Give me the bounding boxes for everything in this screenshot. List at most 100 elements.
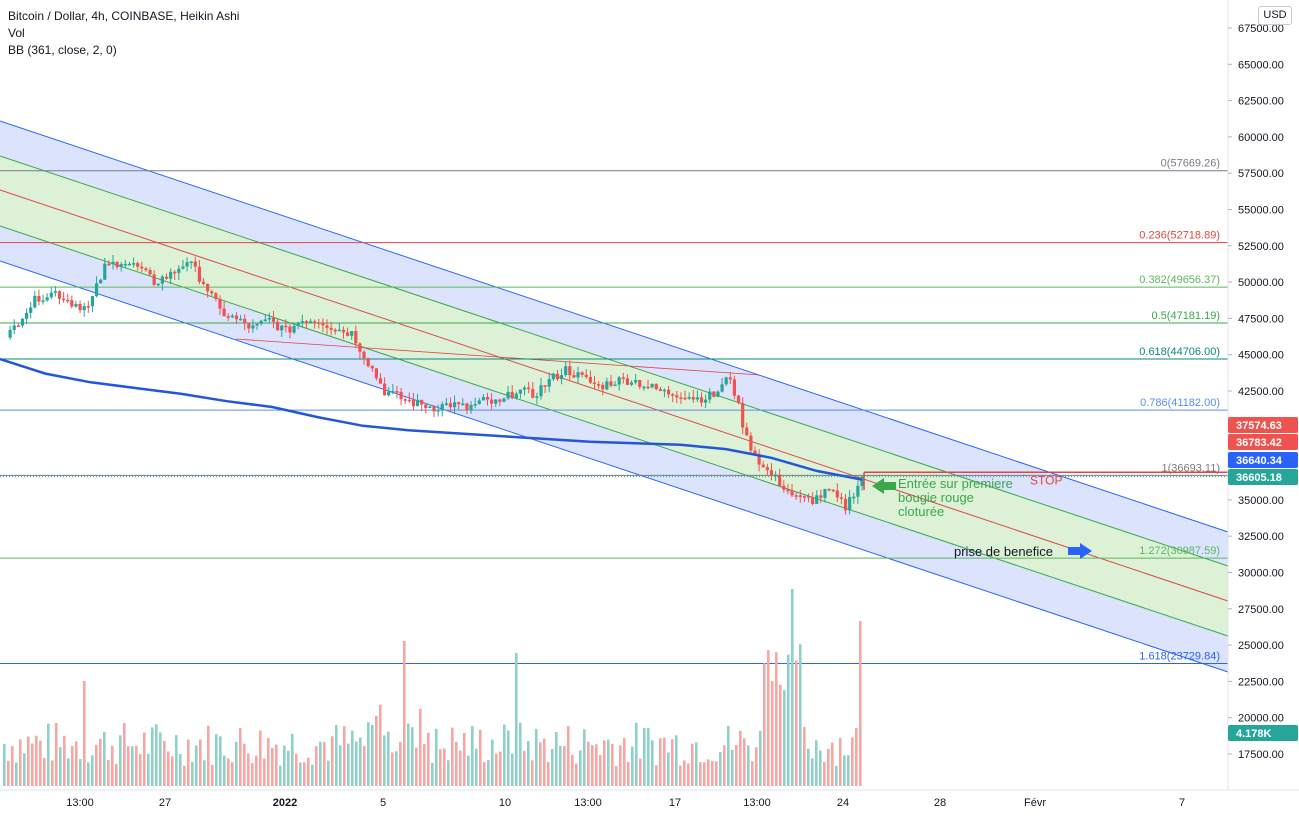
- candle-body: [839, 497, 844, 499]
- candle-body: [436, 410, 440, 412]
- volume-bar: [415, 747, 418, 786]
- volume-bar: [319, 741, 322, 786]
- candle-body: [255, 323, 259, 326]
- candle-body: [415, 399, 420, 407]
- candle-body: [745, 427, 749, 436]
- candle-body: [374, 368, 378, 379]
- volume-bar: [463, 733, 466, 786]
- fib-label: 0.382(49656.37): [1139, 274, 1220, 286]
- volume-bar: [695, 742, 698, 786]
- candle-body: [226, 316, 230, 318]
- bollinger-indicator-label[interactable]: BB (361, close, 2, 0): [8, 43, 117, 57]
- candle-body: [843, 498, 848, 511]
- volume-indicator-label[interactable]: Vol: [8, 26, 25, 40]
- candle-body: [835, 490, 839, 498]
- candle-body: [156, 283, 160, 286]
- volume-bar: [91, 755, 94, 786]
- volume-bar: [251, 763, 254, 786]
- entry-text-1: Entrée sur premiere: [898, 476, 1013, 491]
- candle-body: [428, 406, 432, 409]
- price-tick-label: 50000.00: [1238, 277, 1284, 289]
- candle-body: [94, 283, 99, 297]
- candle-body: [510, 391, 514, 399]
- entry-arrow-icon: [872, 478, 896, 494]
- volume-bar: [63, 735, 66, 786]
- fib-label: 0.236(52718.89): [1139, 230, 1220, 242]
- volume-bar: [455, 741, 458, 786]
- volume-bar: [203, 760, 206, 786]
- volume-bar: [799, 644, 802, 786]
- volume-bar: [647, 727, 650, 786]
- profit-arrow-icon: [1068, 543, 1092, 559]
- time-axis[interactable]: 13:00 27 2022 5 10 13:00 17 13:00 24 28 Févr 7: [0, 789, 1299, 809]
- volume-bar: [407, 723, 410, 786]
- price-tick-label: 32500.00: [1238, 531, 1284, 543]
- volume-bar: [607, 739, 610, 786]
- channel-lower-line: [0, 260, 1229, 673]
- currency-button[interactable]: USD: [1258, 6, 1292, 25]
- volume-bar: [827, 748, 830, 786]
- candle-body: [403, 399, 407, 401]
- candle-body: [543, 385, 547, 387]
- volume-bar: [615, 765, 618, 786]
- volume-bar: [783, 690, 786, 786]
- volume-bar: [83, 681, 86, 786]
- candle-body: [584, 374, 588, 378]
- volume-bar: [583, 729, 586, 786]
- volume-bar: [51, 760, 54, 786]
- candle-body: [559, 375, 564, 380]
- candle-body: [395, 391, 399, 393]
- price-tick-label: 35000.00: [1238, 495, 1284, 507]
- volume-bar: [503, 724, 506, 786]
- volume-bar: [231, 762, 234, 786]
- volume-bar: [263, 758, 266, 786]
- price-tag-label: 4.178K: [1236, 728, 1272, 740]
- volume-bar: [67, 758, 70, 786]
- price-axis[interactable]: 67500.00 65000.00 62500.00 60000.00 57500.00…: [1227, 0, 1284, 790]
- candle-body: [300, 321, 304, 324]
- volume-bar: [199, 739, 202, 786]
- candle-body: [461, 403, 465, 406]
- volume-bar: [563, 746, 566, 786]
- volume-bar: [731, 749, 734, 786]
- candle-body: [45, 297, 49, 301]
- candle-body: [148, 270, 152, 275]
- volume-bar: [331, 736, 334, 786]
- volume-bar: [423, 744, 426, 786]
- price-tick-label: 52500.00: [1238, 241, 1284, 253]
- volume-bar: [499, 751, 502, 786]
- volume-bar: [391, 752, 394, 786]
- candle-body: [378, 378, 383, 384]
- candle-body: [564, 366, 568, 376]
- candle-body: [605, 381, 609, 390]
- candle-body: [457, 402, 461, 405]
- candle-body: [62, 298, 66, 301]
- volume-bar: [603, 740, 606, 786]
- candle-body: [642, 386, 646, 389]
- candle-body: [29, 307, 33, 313]
- candle-body: [848, 496, 852, 511]
- volume-bar: [411, 727, 414, 786]
- volume-bar: [803, 726, 806, 786]
- candle-body: [749, 435, 753, 451]
- candle-body: [127, 263, 132, 266]
- candle-body: [160, 276, 164, 284]
- volume-bar: [163, 741, 166, 786]
- entry-text-3: cloturée: [898, 504, 944, 519]
- volume-bar: [555, 732, 558, 786]
- volume-bar: [147, 753, 150, 786]
- symbol-title[interactable]: Bitcoin / Dollar, 4h, COINBASE, Heikin A…: [8, 9, 240, 23]
- candle-body: [370, 366, 374, 369]
- volume-bar: [855, 728, 858, 786]
- candle-body: [765, 467, 769, 471]
- volume-bar: [579, 750, 582, 786]
- candle-body: [720, 384, 724, 392]
- volume-bar: [239, 728, 242, 786]
- candle-body: [74, 303, 78, 307]
- candle-body: [366, 358, 370, 367]
- candle-body: [284, 325, 288, 328]
- volume-bar: [519, 722, 522, 786]
- channel-inner-lower-line: [0, 225, 1229, 637]
